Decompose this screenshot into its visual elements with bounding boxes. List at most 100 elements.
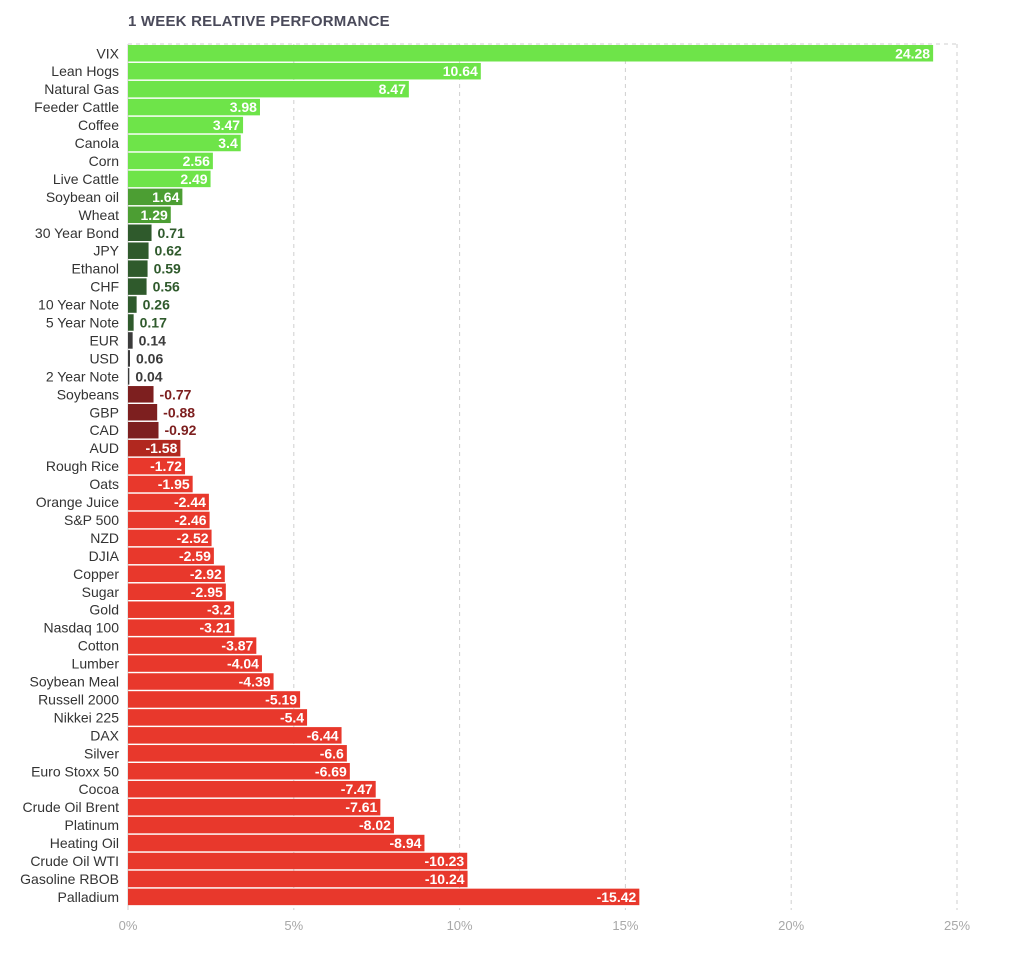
value-label: -7.47 [341, 781, 373, 797]
value-label: 24.28 [895, 45, 930, 61]
category-label: Soybean oil [46, 189, 119, 205]
value-label: 2.49 [180, 171, 207, 187]
bar [128, 763, 350, 780]
value-label: 0.26 [143, 297, 170, 313]
bar [128, 637, 257, 654]
bar [128, 98, 260, 116]
bar [128, 260, 148, 277]
value-label: 3.4 [218, 135, 238, 151]
bar [128, 655, 262, 672]
value-label: 3.47 [213, 117, 240, 133]
grid-lines [127, 43, 958, 910]
category-label: Lumber [72, 656, 120, 672]
bar [128, 493, 209, 511]
value-label: 0.06 [136, 350, 163, 366]
x-tick-label: 5% [284, 918, 303, 933]
value-label: -8.94 [390, 835, 422, 851]
value-label: 0.17 [140, 315, 167, 331]
value-label: -2.95 [191, 584, 223, 600]
category-label: Rough Rice [46, 458, 119, 474]
value-label: -0.92 [165, 422, 197, 438]
value-label: -1.72 [150, 458, 182, 474]
category-label: Gold [89, 602, 119, 618]
category-label: Cocoa [79, 781, 120, 797]
bar [128, 152, 213, 170]
bar [128, 798, 381, 816]
bar [128, 368, 130, 385]
value-label: -0.77 [160, 386, 192, 402]
category-label: JPY [93, 243, 119, 259]
bar [128, 475, 193, 493]
category-label: Heating Oil [50, 835, 119, 851]
chart-title: 1 WEEK RELATIVE PERFORMANCE [128, 13, 390, 30]
value-label: -1.58 [145, 440, 177, 456]
category-label: Orange Juice [36, 494, 119, 510]
bar [128, 170, 211, 188]
category-label: 5 Year Note [46, 315, 119, 331]
category-label: Nasdaq 100 [43, 620, 119, 636]
value-label: 2.56 [183, 153, 210, 169]
category-label: Copper [73, 566, 119, 582]
bar [128, 134, 241, 152]
bar [128, 45, 934, 62]
bar [128, 816, 394, 834]
bar [128, 780, 376, 798]
bar [128, 62, 481, 80]
category-label: Ethanol [72, 261, 119, 277]
bar [128, 727, 342, 744]
value-label: -6.6 [320, 745, 344, 761]
category-label: Wheat [79, 207, 120, 223]
bar [128, 547, 214, 565]
value-label: -2.52 [177, 530, 209, 546]
value-label: 0.71 [158, 225, 185, 241]
bar [128, 673, 274, 690]
value-label: 3.98 [230, 99, 257, 115]
x-tick-label: 20% [778, 918, 804, 933]
category-labels: VIX Lean Hogs Natural Gas Feeder Cattle Coff… [20, 45, 119, 905]
value-label: -6.44 [307, 727, 339, 743]
category-label: 30 Year Bond [35, 225, 119, 241]
category-label: Crude Oil WTI [30, 853, 119, 869]
category-label: Silver [84, 745, 119, 761]
category-label: Soybeans [57, 386, 119, 402]
bar [128, 116, 244, 134]
category-label: 10 Year Note [38, 297, 119, 313]
category-label: VIX [96, 45, 119, 61]
category-label: AUD [89, 440, 119, 456]
bar [128, 439, 181, 457]
category-label: Sugar [82, 584, 120, 600]
category-label: GBP [89, 404, 119, 420]
category-label: Feeder Cattle [34, 99, 119, 115]
category-label: CAD [89, 422, 119, 438]
bar [128, 386, 154, 403]
category-label: NZD [90, 530, 119, 546]
value-label: -7.61 [345, 799, 377, 815]
category-label: 2 Year Note [46, 368, 119, 384]
x-tick-label: 25% [944, 918, 970, 933]
value-label: -5.19 [265, 691, 297, 707]
value-labels: 24.28 10.64 8.47 3.98 3.47 3.4 2.56 2.491.64 1.2… [135, 45, 930, 905]
bar [128, 242, 149, 259]
category-label: Cotton [78, 638, 119, 654]
value-label: -2.92 [190, 566, 222, 582]
category-label: EUR [89, 332, 119, 348]
bar [128, 296, 137, 313]
bar [128, 224, 152, 241]
category-label: Russell 2000 [38, 691, 119, 707]
value-label: -2.44 [174, 494, 206, 510]
category-label: Crude Oil Brent [23, 799, 120, 815]
bar [128, 619, 235, 636]
category-label: Nikkei 225 [54, 709, 120, 725]
bar [128, 852, 468, 870]
x-tick-label: 0% [119, 918, 138, 933]
value-label: 1.64 [152, 189, 179, 205]
value-label: -5.4 [280, 709, 304, 725]
category-label: Canola [75, 135, 120, 151]
bar [128, 350, 130, 367]
x-axis-ticks: 0% 5% 10% 15% 20% 25% [119, 918, 971, 933]
bar [128, 834, 425, 852]
value-label: 8.47 [379, 81, 406, 97]
x-tick-label: 15% [612, 918, 638, 933]
value-label: 0.62 [155, 243, 182, 259]
